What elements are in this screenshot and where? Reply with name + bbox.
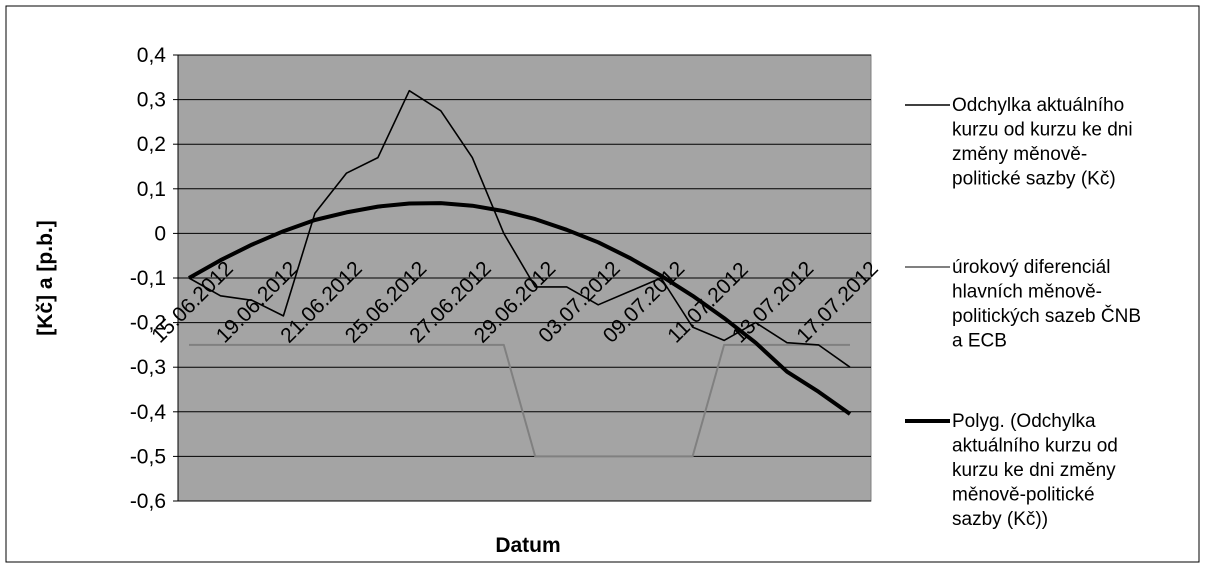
y-tick-label: -0,2 xyxy=(130,312,166,335)
legend-entry-1: Odchylka aktuálního kurzu od kurzu ke dni… xyxy=(952,95,1133,190)
legend: Odchylka aktuálního kurzu od kurzu ke dni… xyxy=(905,95,1141,530)
y-tick-label: -0,5 xyxy=(130,445,166,468)
legend-entry-2: úrokový diferenciál hlavních měnově-polit… xyxy=(952,257,1141,352)
y-tick-label: -0,1 xyxy=(130,267,166,290)
y-tick-label: -0,3 xyxy=(130,356,166,379)
series-line-3 xyxy=(188,201,852,416)
series-line-2 xyxy=(189,343,850,458)
y-tick-labels: 0,4 0,3 0,2 0,1 0 -0,1 -0,2 -0,3 -0,4 -0,5 -0,6 xyxy=(130,44,167,513)
y-axis-title: [Kč] a [p.b.] xyxy=(34,220,57,336)
series-lines xyxy=(188,89,852,458)
y-tick-label: -0,6 xyxy=(130,490,166,513)
y-tick-label: 0,4 xyxy=(137,44,167,67)
y-tick-label: 0,2 xyxy=(137,133,166,156)
x-axis-title: Datum xyxy=(495,534,560,557)
legend-entry-3: Polyg. (Odchylka aktuálního kurzu od kurzu… xyxy=(952,411,1118,530)
y-tick-label: 0 xyxy=(154,222,166,245)
y-tick-label: -0,4 xyxy=(130,401,167,424)
y-tick-label: 0,1 xyxy=(137,178,166,201)
y-tick-label: 0,3 xyxy=(137,89,166,112)
